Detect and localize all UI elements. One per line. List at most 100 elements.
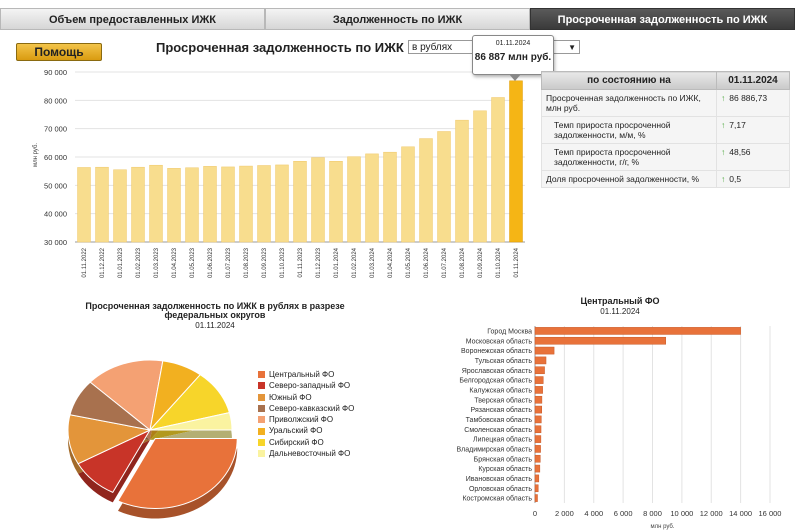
info-row-label: Просроченная задолженность по ИЖК, млн р… (541, 89, 717, 117)
main-bar-chart: 30 000 40 000 50 000 60 000 70 000 80 000 90 0… (33, 68, 525, 278)
hbar-category-label: Костромская область (462, 495, 532, 503)
tab-volume[interactable]: Объем предоставленных ИЖК (0, 8, 265, 30)
legend-label: Сибирский ФО (269, 437, 324, 447)
hbar-category-label: Белгородская область (459, 377, 532, 385)
bar (293, 161, 307, 243)
legend-item: Сибирский ФО (258, 437, 354, 448)
info-row-value: 7,17 (729, 120, 746, 130)
legend-item: Дальневосточный ФО (258, 448, 354, 459)
y-tick-label: 80 000 (44, 96, 67, 105)
hbar-category-label: Тульская область (475, 357, 533, 365)
info-row-value-cell: ↑ 48,56 (716, 143, 790, 171)
x-tick-label: 16 000 (759, 509, 782, 518)
info-row: Просроченная задолженность по ИЖК, млн р… (541, 89, 790, 117)
hbar (534, 415, 542, 424)
hbar-category-label: Ярославская область (462, 367, 533, 375)
info-row-value-cell: ↑ 7,17 (716, 116, 790, 144)
info-row: Темп прироста просроченной задолженности… (541, 143, 790, 171)
pie-chart-date: 01.11.2024 (195, 321, 235, 330)
info-row-value-cell: ↑ 0,5 (716, 170, 790, 188)
bar (149, 164, 163, 243)
legend-label: Центральный ФО (269, 370, 335, 379)
hbar-chart: 0 2 000 4 000 6 000 8 000 10 000 12 000 14 000 1… (456, 326, 782, 530)
tooltip-value: 86 887 млн руб. (474, 52, 552, 63)
hbar (534, 445, 541, 453)
hbar (534, 494, 538, 502)
arrow-up-icon: ↑ (721, 93, 726, 103)
tab-bar: Объем предоставленных ИЖК Задолженность … (0, 8, 795, 30)
hbar (534, 386, 543, 394)
legend-label: Приволжский ФО (269, 415, 334, 425)
x-tick-label: 01.10.2023 (280, 247, 286, 278)
hbar (534, 464, 541, 473)
bar (275, 164, 289, 243)
legend-swatch (258, 438, 265, 446)
hbar-category-label: Брянская область (474, 455, 533, 463)
info-row-value: 48,56 (729, 147, 751, 157)
x-tick-label: 01.09.2023 (262, 247, 268, 278)
bar (401, 146, 415, 243)
legend-item: Северо-западный ФО (258, 380, 354, 391)
info-panel: по состоянию на 01.11.2024 Просроченная … (541, 71, 790, 188)
hbar-category-label: Московская область (466, 337, 533, 345)
bar (311, 157, 325, 243)
pie-slice (117, 438, 238, 510)
hbar (534, 356, 547, 365)
hbar-chart-title: Центральный ФО (580, 296, 660, 306)
x-tick-label: 12 000 (700, 509, 723, 518)
y-tick-label: 90 000 (44, 68, 67, 77)
help-button[interactable]: Помощь (16, 43, 102, 61)
chart-tooltip: 01.11.2024 86 887 млн руб. (472, 35, 554, 81)
hbar (534, 376, 544, 384)
x-tick-label: 01.10.2024 (496, 247, 502, 278)
info-header-date: 01.11.2024 (716, 71, 790, 90)
tab-overdue-debt[interactable]: Просроченная задолженность по ИЖК (530, 8, 795, 30)
x-tick-label: 10 000 (670, 509, 693, 518)
bar (185, 167, 199, 243)
legend-label: Уральский ФО (269, 426, 323, 436)
arrow-up-icon: ↑ (721, 147, 726, 157)
x-tick-label: 01.05.2024 (406, 247, 412, 278)
bar (437, 131, 451, 243)
hbar-category-label: Тамбовская область (466, 416, 533, 424)
hbar (534, 454, 541, 463)
hbar (534, 327, 741, 335)
x-tick-label: 01.05.2023 (190, 247, 196, 278)
x-axis-label: млн руб. (650, 524, 674, 530)
legend-label: Дальневосточный ФО (269, 449, 351, 459)
legend-item: Южный ФО (258, 392, 354, 403)
legend-item: Северо-кавказский ФО (258, 403, 354, 414)
info-header-label: по состоянию на (541, 71, 717, 90)
y-tick-label: 60 000 (44, 153, 67, 162)
y-tick-label: 30 000 (44, 238, 67, 247)
x-tick-label: 01.01.2023 (118, 247, 124, 278)
hbar (534, 435, 542, 443)
legend-swatch (258, 371, 265, 379)
info-row-label: Темп прироста просроченной задолженности… (541, 116, 717, 144)
legend-item: Уральский ФО (258, 425, 354, 436)
x-tick-label: 01.01.2024 (334, 247, 340, 278)
bar (329, 161, 343, 243)
legend-swatch (258, 427, 265, 435)
x-tick-label: 14 000 (729, 509, 752, 518)
x-tick-label: 4 000 (584, 509, 603, 518)
legend-swatch (258, 450, 265, 458)
info-row-label: Доля просроченной задолженности, % (541, 170, 717, 188)
hbar-category-label: Липецкая область (473, 436, 532, 444)
legend-item: Приволжский ФО (258, 414, 354, 425)
pie-legend: Центральный ФО Северо-западный ФО Южный ФО… (258, 369, 354, 459)
tab-debt[interactable]: Задолженность по ИЖК (265, 8, 530, 30)
legend-label: Северо-западный ФО (269, 381, 351, 391)
hbar-chart-date: 01.11.2024 (600, 307, 640, 316)
pie-chart-title: Просроченная задолженность по ИЖК в рубл… (85, 301, 345, 320)
x-tick-label: 2 000 (555, 509, 574, 518)
info-row: Темп прироста просроченной задолженности… (541, 116, 790, 144)
hbar (534, 484, 539, 493)
x-tick-label: 8 000 (643, 509, 662, 518)
x-tick-label: 01.07.2023 (226, 247, 232, 278)
bar (383, 151, 397, 243)
y-axis-label: млн руб. (33, 143, 39, 167)
bar (239, 165, 253, 243)
info-row: Доля просроченной задолженности, % ↑ 0,5 (541, 170, 790, 188)
currency-selected-value: в рублях (412, 42, 453, 53)
